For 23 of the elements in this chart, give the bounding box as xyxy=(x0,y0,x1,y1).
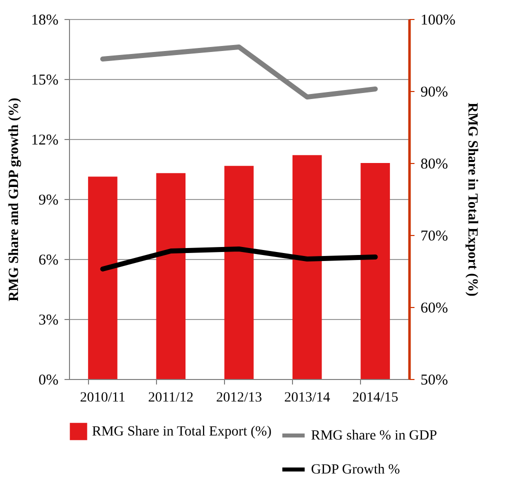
y-tick-label: 0% xyxy=(38,372,58,388)
y2-tick-label: 80% xyxy=(420,156,448,172)
y-tick-label: 18% xyxy=(31,12,58,28)
legend-label: GDP Growth % xyxy=(311,462,400,478)
y-tick-label: 9% xyxy=(38,192,58,208)
y2-tick-label: 50% xyxy=(420,372,448,388)
y2-tick-label: 100% xyxy=(420,12,456,28)
y-tick-label: 6% xyxy=(38,252,58,268)
legend-label: RMG Share in Total Export (%) xyxy=(92,424,272,440)
y2-tick-label: 90% xyxy=(420,84,448,100)
y2-axis-title: RMG Share in Total Export (%) xyxy=(464,102,480,297)
x-tick-label: 2013/14 xyxy=(284,390,330,406)
y-tick-label: 15% xyxy=(31,72,58,88)
y2-tick-label: 70% xyxy=(420,228,448,244)
x-tick-label: 2011/12 xyxy=(148,390,194,406)
x-tick-label: 2014/15 xyxy=(352,390,398,406)
legend-label: RMG share % in GDP xyxy=(311,428,438,444)
y-axis-title: RMG Share and GDP growth (%) xyxy=(7,97,22,302)
y-tick-label: 12% xyxy=(31,132,58,148)
y-tick-label: 3% xyxy=(38,312,58,328)
x-tick-label: 2010/11 xyxy=(80,390,126,406)
x-tick-label: 2012/13 xyxy=(216,390,262,406)
y2-tick-label: 60% xyxy=(420,300,448,316)
